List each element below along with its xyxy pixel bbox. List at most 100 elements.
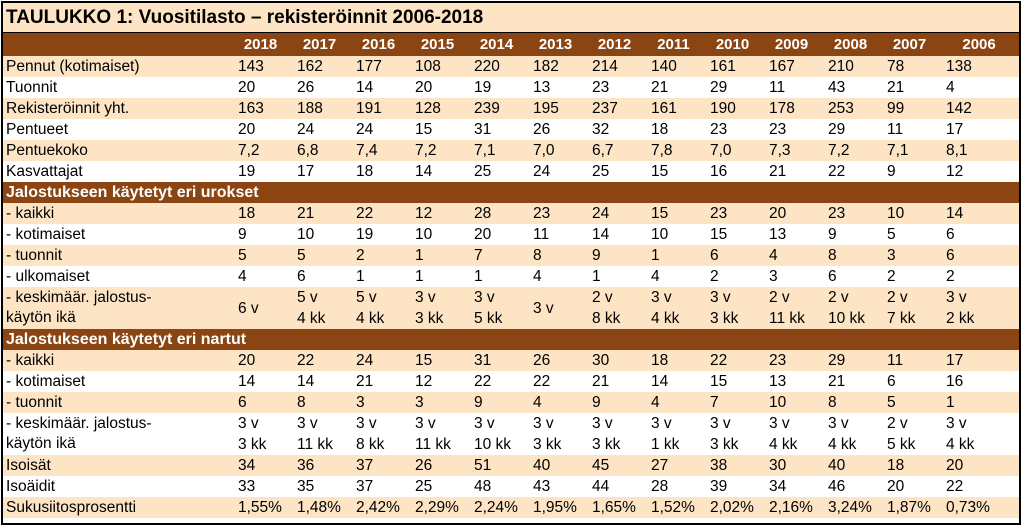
table-cell: 1,48% (290, 497, 349, 518)
table-cell: 22 (939, 476, 1020, 497)
row-label: - kaikki (3, 203, 231, 224)
table-cell: 17 (939, 350, 1020, 371)
table-cell: 7 (703, 392, 762, 413)
cell-line1: 2 v (592, 289, 613, 306)
table-cell: 11 (880, 119, 939, 140)
table-cell: 237 (585, 98, 644, 119)
table-cell: 24 (349, 350, 408, 371)
table-cell: 10 (644, 224, 703, 245)
table-cell: 15 (703, 371, 762, 392)
cell-line2: 4 kk (769, 436, 798, 453)
year-header: 2009 (762, 32, 821, 56)
table-cell: 2 (703, 266, 762, 287)
cell-line1: 2 v (769, 289, 790, 306)
table-cell: 7,1 (467, 140, 526, 161)
table-cell: 15 (408, 119, 467, 140)
table-row: Isoisät 34 36 37 26 51 40 45 27 38 30 40 18 20 (3, 455, 1020, 476)
table-cell: 3 v 4 kk (821, 413, 880, 455)
table-cell: 128 (408, 98, 467, 119)
cell-line1: 2 v (887, 289, 908, 306)
table-cell: 11 (762, 77, 821, 98)
table-cell: 6 (939, 224, 1020, 245)
table-cell: 20 (762, 203, 821, 224)
table-cell: 142 (939, 98, 1020, 119)
cell-line1: 3 v (710, 415, 731, 432)
table-cell: 3 v 10 kk (467, 413, 526, 455)
table-cell: 23 (762, 350, 821, 371)
table-cell: 3 v (526, 287, 585, 329)
table-cell: 162 (290, 56, 349, 77)
table-cell: 10 (762, 392, 821, 413)
year-header-row: 2018 2017 2016 2015 2014 2013 2012 2011 2010 2009… (3, 32, 1020, 56)
table-cell: 1 (408, 266, 467, 287)
table-cell: 2 (349, 245, 408, 266)
table-cell: 46 (821, 476, 880, 497)
table-cell: 3 v 3 kk (703, 287, 762, 329)
table-cell: 1 (939, 392, 1020, 413)
section-nartut-row: Jalostukseen käytetyt eri nartut (3, 329, 1020, 350)
table-cell: 15 (703, 224, 762, 245)
cell-line2: 1 kk (651, 436, 680, 453)
year-header: 2010 (703, 32, 762, 56)
year-header: 2015 (408, 32, 467, 56)
table-cell: 15 (644, 203, 703, 224)
table-cell: 33 (231, 476, 290, 497)
table-row: Isoäidit 33 35 37 25 48 43 44 28 39 34 46 20 22 (3, 476, 1020, 497)
table-cell: 2 v 8 kk (585, 287, 644, 329)
table-row-age: - keskimäär. jalostus-käytön ikä 6 v 5 v 4 … (3, 287, 1020, 329)
table-cell: 3 (880, 245, 939, 266)
table-cell: 26 (526, 119, 585, 140)
table-cell: 143 (231, 56, 290, 77)
table-cell: 2 v 5 kk (880, 413, 939, 455)
row-label-line1: - keskimäär. jalostus- (6, 415, 152, 432)
table-cell: 7,8 (644, 140, 703, 161)
table-cell: 23 (703, 119, 762, 140)
table-cell: 1,55% (231, 497, 290, 518)
table-cell: 9 (880, 161, 939, 182)
cell-line1: 3 v (710, 289, 731, 306)
table-cell: 177 (349, 56, 408, 77)
row-label: - kaikki (3, 350, 231, 371)
table-cell: 2 v 7 kk (880, 287, 939, 329)
cell-line2: 4 kk (297, 310, 326, 327)
table-cell: 11 (526, 224, 585, 245)
table-cell: 30 (762, 455, 821, 476)
table-cell: 3 (408, 392, 467, 413)
table-row: Sukusiitosprosentti 1,55% 1,48% 2,42% 2,29% 2… (3, 497, 1020, 518)
row-label: Pentueet (3, 119, 231, 140)
cell-line2: 2 kk (946, 310, 975, 327)
table-cell: 3 v 11 kk (290, 413, 349, 455)
table-cell: 18 (644, 350, 703, 371)
table-cell: 7,0 (526, 140, 585, 161)
table-cell: 51 (467, 455, 526, 476)
table-cell: 28 (644, 476, 703, 497)
cell-line1: 5 v (356, 289, 377, 306)
table-cell: 5 (231, 245, 290, 266)
cell-line1: 3 v (769, 415, 790, 432)
table-cell: 8 (821, 392, 880, 413)
table-cell: 30 (585, 350, 644, 371)
table-row: - tuonnit 6 8 3 3 9 4 9 4 7 10 8 5 1 (3, 392, 1020, 413)
year-header: 2008 (821, 32, 880, 56)
table-cell: 13 (762, 371, 821, 392)
table-cell: 32 (585, 119, 644, 140)
cell-line2: 7 kk (887, 310, 916, 327)
table-cell: 20 (408, 77, 467, 98)
table-cell: 18 (880, 455, 939, 476)
cell-line2: 8 kk (592, 310, 621, 327)
table-cell: 8 (821, 245, 880, 266)
table-cell: 6 (939, 245, 1020, 266)
table-cell: 8 (526, 245, 585, 266)
table-cell: 2 (880, 266, 939, 287)
table-cell: 40 (821, 455, 880, 476)
table-cell: 2,42% (349, 497, 408, 518)
table-cell: 1 (644, 245, 703, 266)
table-cell: 45 (585, 455, 644, 476)
table-cell: 140 (644, 56, 703, 77)
table-cell: 108 (408, 56, 467, 77)
table-cell: 2,29% (408, 497, 467, 518)
table-cell: 7,1 (880, 140, 939, 161)
table-cell: 20 (467, 224, 526, 245)
table-cell: 27 (644, 455, 703, 476)
cell-line1: 3 v (946, 289, 967, 306)
